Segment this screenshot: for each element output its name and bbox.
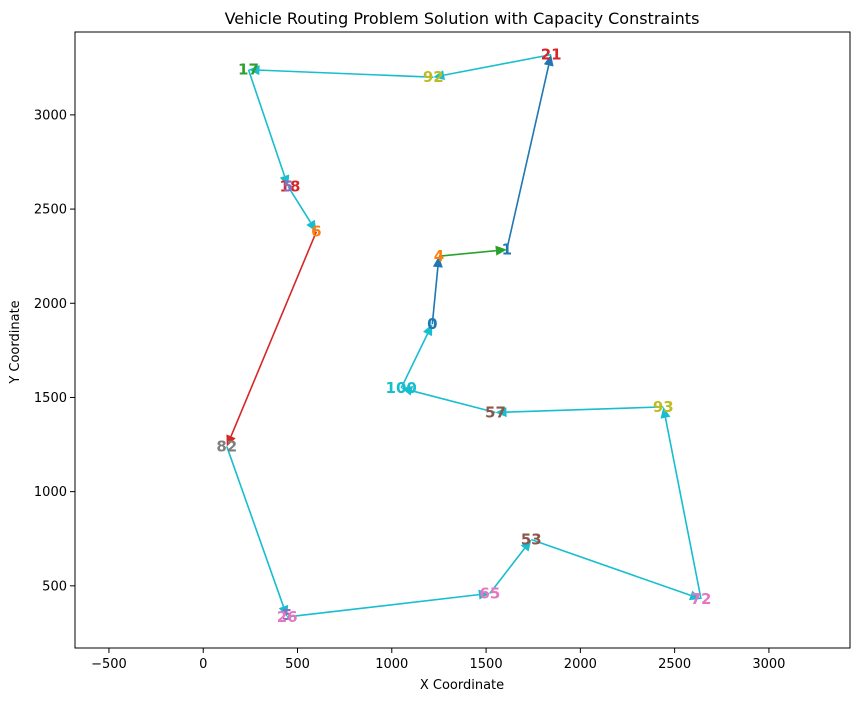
node-label: 1 bbox=[502, 241, 512, 259]
route-arrowhead bbox=[423, 323, 433, 337]
x-axis-ticks: −500 0 500 1000 1500 2000 2500 3000 bbox=[91, 648, 785, 672]
node-label: 0 bbox=[427, 315, 437, 333]
route-arrowhead bbox=[689, 590, 702, 601]
y-tick-label: 2000 bbox=[34, 297, 67, 312]
node-label: 17 bbox=[238, 61, 259, 79]
node-label: 92 bbox=[423, 68, 444, 86]
route-arrowhead bbox=[478, 589, 490, 600]
y-tick-label: 1500 bbox=[34, 391, 67, 406]
node-label: 72 bbox=[691, 590, 712, 608]
y-tick-label: 3000 bbox=[34, 108, 67, 123]
route-arrow bbox=[287, 186, 317, 232]
route-arrow bbox=[226, 446, 289, 617]
route-arrowhead bbox=[433, 70, 446, 81]
route-arrow bbox=[248, 65, 434, 79]
x-tick-label: 500 bbox=[285, 657, 310, 672]
route-arrow bbox=[400, 323, 433, 389]
route-segment bbox=[489, 547, 526, 594]
route-segment bbox=[247, 69, 286, 177]
route-arrow bbox=[489, 539, 532, 594]
route-arrow bbox=[660, 406, 702, 600]
route-arrowhead bbox=[306, 219, 317, 232]
x-tick-label: 1500 bbox=[470, 657, 503, 672]
route-arrowhead bbox=[248, 65, 260, 76]
node-label: 57 bbox=[485, 404, 506, 422]
node-label: 82 bbox=[216, 437, 237, 455]
x-tick-label: 2000 bbox=[564, 657, 597, 672]
node-label: 53 bbox=[521, 531, 542, 549]
route-segment bbox=[287, 186, 312, 223]
node-label: 65 bbox=[479, 584, 500, 602]
node-label: 5 bbox=[282, 606, 292, 624]
x-tick-label: 0 bbox=[199, 657, 207, 672]
route-segment bbox=[230, 231, 318, 437]
y-axis-label: Y Coordinate bbox=[8, 300, 23, 384]
route-arrowhead bbox=[520, 539, 532, 552]
route-arrow bbox=[226, 231, 318, 447]
route-segment bbox=[438, 249, 496, 257]
route-segment bbox=[226, 446, 285, 607]
route-arrow bbox=[438, 245, 507, 257]
node-label: 5 bbox=[283, 177, 293, 195]
route-arrow bbox=[495, 406, 664, 418]
route-segment bbox=[506, 406, 664, 413]
route-segment bbox=[431, 267, 439, 325]
route-arrowhead bbox=[495, 407, 507, 418]
route-segment bbox=[400, 333, 429, 389]
route-arrow bbox=[433, 53, 552, 81]
node-label: 4 bbox=[434, 247, 444, 265]
route-arrow bbox=[287, 589, 490, 618]
route-arrowhead bbox=[279, 174, 290, 187]
route-arrowhead bbox=[660, 406, 671, 419]
node-label: 6 bbox=[311, 223, 321, 241]
routes-layer bbox=[226, 53, 702, 618]
route-arrow bbox=[506, 54, 554, 250]
route-arrowhead bbox=[432, 256, 443, 268]
route-arrow bbox=[431, 256, 443, 325]
y-tick-label: 2500 bbox=[34, 203, 67, 218]
route-segment bbox=[531, 538, 691, 597]
y-axis-ticks: 500 1000 1500 2000 2500 3000 bbox=[34, 108, 75, 594]
route-arrow bbox=[531, 538, 702, 601]
node-label: 93 bbox=[653, 398, 674, 416]
route-arrowhead bbox=[278, 604, 289, 617]
route-arrowhead bbox=[543, 54, 554, 67]
route-segment bbox=[506, 65, 550, 250]
x-tick-label: 2500 bbox=[658, 657, 691, 672]
route-arrowhead bbox=[401, 385, 414, 396]
route-arrowhead bbox=[226, 434, 236, 447]
y-tick-label: 500 bbox=[42, 579, 67, 594]
x-tick-label: 3000 bbox=[752, 657, 785, 672]
route-segment bbox=[443, 53, 552, 76]
route-segment bbox=[259, 69, 434, 79]
route-arrow bbox=[247, 69, 290, 187]
route-segment bbox=[287, 593, 480, 618]
plot-frame bbox=[74, 31, 851, 649]
y-tick-label: 1000 bbox=[34, 485, 67, 500]
node-label: 100 bbox=[386, 379, 417, 397]
x-axis-label: X Coordinate bbox=[420, 678, 504, 693]
x-tick-label: 1000 bbox=[375, 657, 408, 672]
node-label: 18 bbox=[280, 177, 301, 195]
chart-title: Vehicle Routing Problem Solution with Ca… bbox=[225, 9, 700, 28]
route-segment bbox=[664, 417, 702, 600]
route-arrowhead bbox=[495, 245, 507, 256]
node-label: 21 bbox=[541, 46, 562, 64]
route-segment bbox=[411, 390, 496, 414]
node-label: 26 bbox=[277, 608, 298, 626]
route-arrow bbox=[401, 385, 496, 414]
x-tick-label: −500 bbox=[91, 657, 127, 672]
